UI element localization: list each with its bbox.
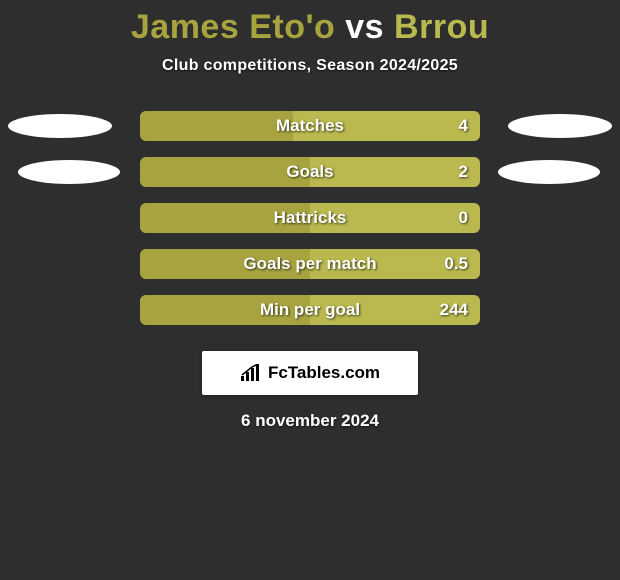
stat-label: Goals [140,162,480,182]
brand-badge: FcTables.com [202,351,418,395]
stat-label: Goals per match [140,254,480,274]
right-ellipse [498,160,600,184]
stat-value: 2 [459,162,468,182]
stat-value: 0 [459,208,468,228]
comparison-chart: Matches4Goals2Hattricks0Goals per match0… [0,103,620,333]
stat-bar: Goals per match0.5 [140,249,480,279]
stat-row: Hattricks0 [0,195,620,241]
stat-label: Min per goal [140,300,480,320]
brand-text: FcTables.com [268,363,380,383]
stat-bar: Min per goal244 [140,295,480,325]
left-ellipse [8,114,112,138]
stat-row: Min per goal244 [0,287,620,333]
stat-value: 4 [459,116,468,136]
stat-value: 244 [440,300,468,320]
stat-value: 0.5 [444,254,468,274]
date-text: 6 november 2024 [0,411,620,431]
stat-label: Matches [140,116,480,136]
bar-chart-icon [240,364,262,382]
left-ellipse [18,160,120,184]
stat-label: Hattricks [140,208,480,228]
stat-row: Goals2 [0,149,620,195]
stat-bar: Goals2 [140,157,480,187]
stat-row: Matches4 [0,103,620,149]
title-vs: vs [345,8,384,46]
subtitle: Club competitions, Season 2024/2025 [0,57,620,75]
stat-bar: Hattricks0 [140,203,480,233]
title-player1: James Eto'o [131,8,335,46]
page-title: James Eto'o vs Brrou [0,0,620,47]
stat-row: Goals per match0.5 [0,241,620,287]
stat-bar: Matches4 [140,111,480,141]
right-ellipse [508,114,612,138]
title-player2: Brrou [394,8,489,46]
